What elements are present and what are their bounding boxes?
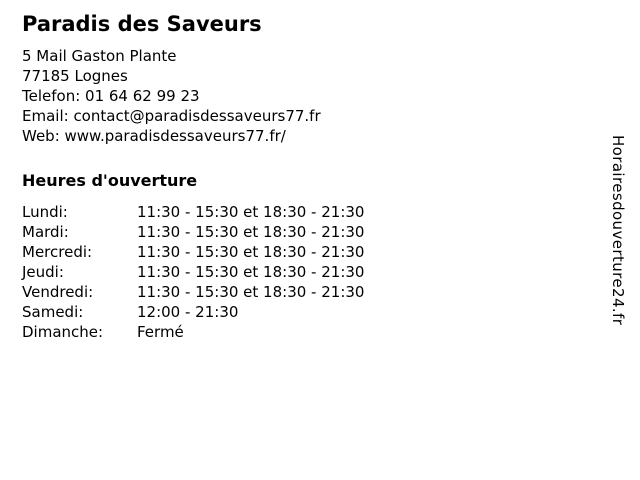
day-label: Samedi:	[22, 303, 84, 321]
hours-row-friday: Vendredi: 11:30 - 15:30 et 18:30 - 21:30	[22, 282, 640, 302]
time-value: 12:00 - 21:30	[137, 303, 239, 321]
phone-line: Telefon: 01 64 62 99 23	[22, 87, 200, 105]
day-label: Jeudi:	[22, 263, 64, 281]
contact-block: 5 Mail Gaston Plante 77185 Lognes Telefo…	[22, 46, 640, 146]
time-value: Fermé	[137, 323, 184, 341]
hours-row-saturday: Samedi: 12:00 - 21:30	[22, 302, 640, 322]
opening-hours-table: Lundi: 11:30 - 15:30 et 18:30 - 21:30 Ma…	[22, 202, 640, 342]
day-label: Lundi:	[22, 203, 68, 221]
day-label: Vendredi:	[22, 283, 94, 301]
web-line: Web: www.paradisdessaveurs77.fr/	[22, 127, 286, 145]
hours-row-sunday: Dimanche: Fermé	[22, 322, 640, 342]
email-line: Email: contact@paradisdessaveurs77.fr	[22, 107, 321, 125]
day-label: Mercredi:	[22, 243, 93, 261]
address-street: 5 Mail Gaston Plante	[22, 47, 177, 65]
hours-row-wednesday: Mercredi: 11:30 - 15:30 et 18:30 - 21:30	[22, 242, 640, 262]
time-value: 11:30 - 15:30 et 18:30 - 21:30	[137, 203, 365, 221]
hours-row-monday: Lundi: 11:30 - 15:30 et 18:30 - 21:30	[22, 202, 640, 222]
business-listing: Paradis des Saveurs 5 Mail Gaston Plante…	[22, 12, 640, 342]
hours-row-thursday: Jeudi: 11:30 - 15:30 et 18:30 - 21:30	[22, 262, 640, 282]
address-city: 77185 Lognes	[22, 67, 128, 85]
time-value: 11:30 - 15:30 et 18:30 - 21:30	[137, 283, 365, 301]
day-label: Dimanche:	[22, 323, 104, 341]
opening-hours-heading: Heures d'ouverture	[22, 171, 198, 190]
day-label: Mardi:	[22, 223, 69, 241]
time-value: 11:30 - 15:30 et 18:30 - 21:30	[137, 243, 365, 261]
time-value: 11:30 - 15:30 et 18:30 - 21:30	[137, 223, 365, 241]
hours-row-tuesday: Mardi: 11:30 - 15:30 et 18:30 - 21:30	[22, 222, 640, 242]
site-branding-vertical: Horairesdouverture24.fr	[609, 135, 627, 326]
time-value: 11:30 - 15:30 et 18:30 - 21:30	[137, 263, 365, 281]
business-name: Paradis des Saveurs	[22, 12, 262, 36]
